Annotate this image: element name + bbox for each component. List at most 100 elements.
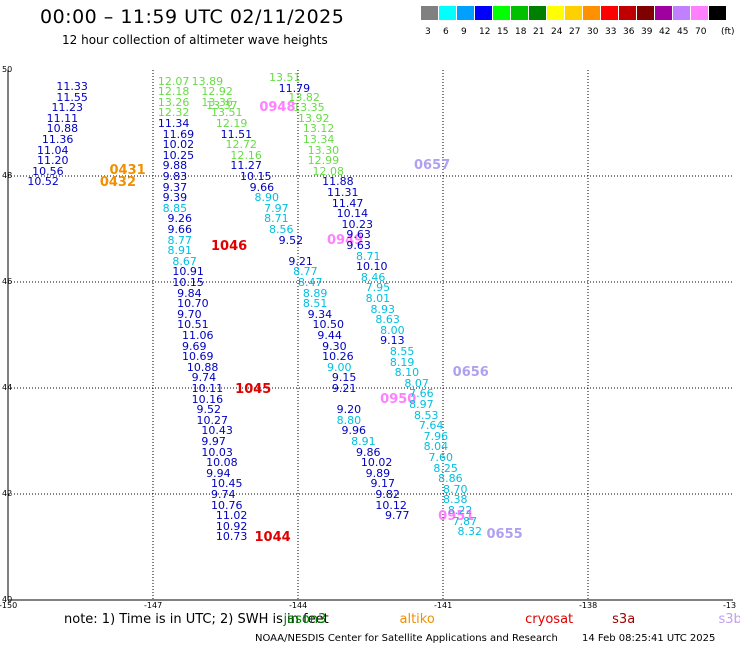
- lat-tick-label: 42: [2, 489, 13, 498]
- lat-tick-label: 44: [2, 383, 13, 392]
- legend-swatch: [691, 6, 708, 20]
- legend-label: 36: [623, 27, 635, 37]
- legend-label: 18: [515, 27, 527, 37]
- wave-height-value: 11.33: [56, 79, 88, 93]
- legend-swatch: [475, 6, 492, 20]
- wave-height-value: 11.11: [46, 111, 79, 125]
- wave-height-value: 9.70: [177, 307, 202, 321]
- wave-height-value: 11.02: [215, 509, 248, 523]
- wave-height-value: 8.19: [389, 355, 415, 369]
- wave-height-value: 10.91: [172, 265, 204, 279]
- pass-time-label: 0657: [414, 158, 451, 174]
- wave-height-value: 8.70: [443, 482, 468, 496]
- wave-height-value: 8.77: [293, 265, 318, 279]
- wave-height-value: 9.96: [341, 424, 367, 438]
- wave-height-value: 11.79: [278, 82, 311, 96]
- wave-height-value: 10.25: [162, 148, 195, 162]
- wave-height-value: 13.92: [298, 111, 330, 125]
- wave-height-value: 10.70: [177, 297, 209, 311]
- wave-height-value: 10.02: [162, 138, 195, 152]
- legend-label: 15: [497, 27, 509, 37]
- legend-swatch: [547, 6, 564, 20]
- wave-height-value: 13.34: [302, 132, 335, 146]
- lat-tick-label: 40: [2, 595, 13, 604]
- wave-height-value: 11.27: [230, 159, 262, 173]
- wave-height-value: 10.52: [27, 175, 59, 189]
- timestamp-text: 14 Feb 08:25:41 UTC 2025: [582, 633, 716, 644]
- legend-swatch: [637, 6, 654, 20]
- credit-text: NOAA/NESDIS Center for Satellite Applica…: [255, 633, 558, 644]
- pass-time-label: 0656: [452, 365, 489, 381]
- legend-swatch: [493, 6, 510, 20]
- wave-height-value: 8.01: [365, 291, 391, 305]
- note-text: note: 1) Time is in UTC; 2) SWH is in fe…: [64, 612, 329, 627]
- wave-height-value: 9.15: [331, 371, 357, 385]
- legend-swatch: [565, 6, 582, 20]
- wave-height-value: 10.88: [186, 360, 219, 374]
- wave-height-value: 9.52: [196, 403, 222, 417]
- wave-height-value: 10.50: [312, 318, 345, 332]
- wave-height-value: 9.88: [162, 159, 188, 173]
- wave-height-value: 9.21: [288, 254, 313, 268]
- legend-swatch: [529, 6, 546, 20]
- legend-label: 39: [641, 27, 653, 37]
- wave-height-value: 10.08: [206, 456, 238, 470]
- wave-height-value: 11.31: [327, 185, 359, 199]
- wave-height-value: 8.80: [336, 413, 362, 427]
- wave-height-value: 8.93: [370, 302, 396, 316]
- lon-tick-label: -13: [723, 601, 737, 610]
- wave-height-value: 8.51: [302, 297, 328, 311]
- legend-swatch: [673, 6, 690, 20]
- wave-height-value: 8.56: [269, 223, 294, 237]
- wave-height-value: 9.39: [162, 191, 188, 205]
- wave-height-value: 8.91: [167, 244, 193, 258]
- wave-height-value: 8.53: [414, 408, 439, 422]
- wave-height-value: 8.10: [394, 366, 420, 380]
- wave-height-value: 10.45: [211, 477, 243, 491]
- wave-height-value: 10.02: [360, 456, 393, 470]
- wave-height-value: 8.25: [433, 461, 458, 475]
- wave-height-value: 9.74: [211, 488, 236, 502]
- pass-time-label: 1046: [211, 239, 248, 255]
- pass-time-label: 0948: [259, 100, 296, 116]
- wave-height-value: 13.35: [293, 101, 325, 115]
- wave-height-value: 9.97: [201, 435, 226, 449]
- legend-swatch: [511, 6, 528, 20]
- legend-swatch: [583, 6, 600, 20]
- wave-height-value: 8.86: [438, 472, 463, 486]
- lat-tick-label: 46: [2, 277, 13, 286]
- wave-height-value: 13.89: [191, 74, 224, 88]
- wave-height-value: 8.07: [404, 376, 429, 390]
- pass-time-label: 0951: [438, 508, 475, 524]
- wave-height-value: 9.37: [162, 180, 188, 194]
- wave-height-value: 10.03: [201, 445, 233, 459]
- wave-height-value: 10.12: [375, 498, 407, 512]
- legend-label: 33: [605, 27, 617, 37]
- wave-height-value: 8.38: [443, 493, 468, 507]
- legend-label: 12: [479, 27, 491, 37]
- wave-height-value: 8.32: [457, 525, 483, 539]
- wave-height-value: 8.89: [302, 286, 328, 300]
- legend-label: 21: [533, 27, 545, 37]
- wave-height-value: 13.37: [206, 99, 238, 113]
- legend-label: 3: [425, 27, 431, 37]
- legend-swatch: [457, 6, 474, 20]
- legend-label: 6: [443, 27, 449, 37]
- lat-tick-label: 50: [2, 65, 13, 74]
- wave-height-value: 10.15: [172, 276, 204, 290]
- wave-height-value: 9.52: [278, 233, 304, 247]
- wave-height-value: 10.26: [322, 350, 354, 364]
- legend-label: 30: [587, 27, 599, 37]
- wave-height-value: 10.27: [196, 413, 229, 427]
- wave-height-value: 7.64: [418, 419, 444, 433]
- lon-tick-label: -147: [144, 601, 163, 610]
- wave-height-value: 7.97: [264, 201, 289, 215]
- mission-label: jason3: [283, 612, 327, 627]
- wave-height-value: 8.71: [356, 249, 381, 263]
- wave-height-value: 9.21: [331, 382, 357, 396]
- wave-height-value: 12.92: [201, 85, 233, 99]
- wave-height-value: 11.51: [220, 127, 253, 141]
- wave-height-value: 10.88: [46, 122, 79, 136]
